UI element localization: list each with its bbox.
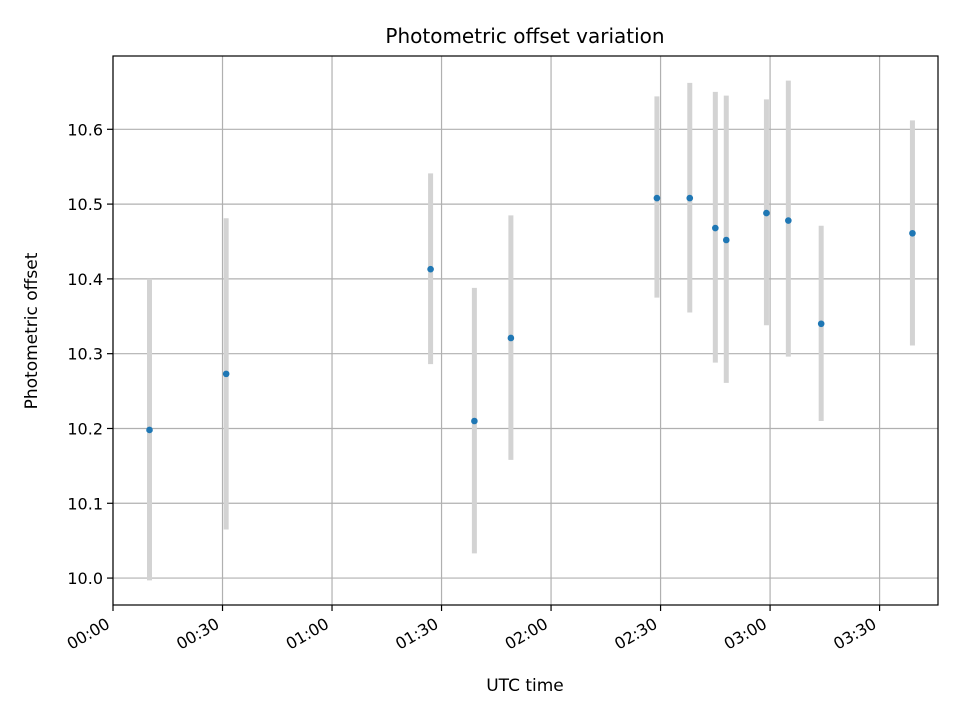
data-point — [146, 426, 153, 434]
y-axis-label: Photometric offset — [22, 252, 42, 409]
y-tick-label: 10.6 — [67, 120, 103, 139]
y-axis-ticks: 10.0 10.1 10.2 10.3 10.4 10.5 10.6 — [67, 120, 113, 588]
data-point — [763, 209, 770, 217]
data-point — [817, 320, 825, 328]
y-tick-label: 10.2 — [67, 419, 103, 438]
plot-frame — [112, 55, 939, 606]
data-point — [427, 265, 434, 273]
data-point — [686, 194, 694, 202]
grid-lines — [112, 56, 938, 605]
data-point — [909, 229, 916, 237]
data-point — [785, 217, 792, 224]
y-tick-label: 10.3 — [67, 345, 103, 364]
data-point — [712, 224, 719, 232]
y-tick-label: 10.0 — [67, 569, 103, 588]
chart-title: Photometric offset variation — [385, 24, 664, 48]
data-point — [653, 194, 661, 202]
data-points — [146, 194, 916, 434]
y-tick-label: 10.1 — [67, 494, 103, 513]
data-point — [222, 370, 230, 378]
data-point — [722, 236, 730, 244]
y-tick-label: 10.5 — [67, 195, 103, 214]
y-tick-label: 10.4 — [67, 270, 103, 289]
data-point — [471, 417, 478, 425]
data-point — [507, 334, 515, 342]
x-axis-label: UTC time — [486, 676, 564, 696]
